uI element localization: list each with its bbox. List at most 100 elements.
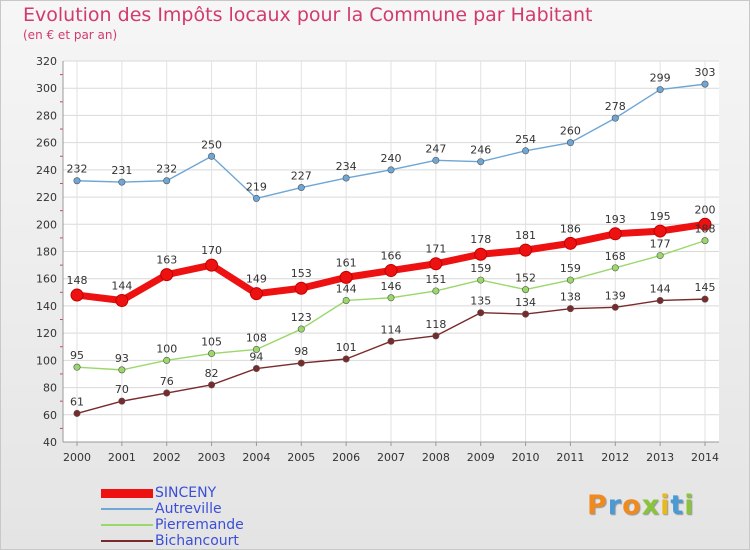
series-point-bichancourt xyxy=(342,355,350,363)
series-point-pierremande xyxy=(611,264,619,272)
data-label: 303 xyxy=(695,66,716,79)
data-label: 101 xyxy=(336,341,357,354)
x-tick-label: 2002 xyxy=(153,451,181,464)
data-label: 170 xyxy=(201,244,222,257)
brand-letter: o xyxy=(622,490,642,521)
data-label: 234 xyxy=(336,160,357,173)
series-point-sinceny xyxy=(653,224,667,238)
data-label: 138 xyxy=(560,291,581,304)
data-label: 144 xyxy=(650,282,671,295)
series-point-pierremande xyxy=(208,350,216,358)
x-tick-label: 2013 xyxy=(646,451,674,464)
data-label: 114 xyxy=(381,323,402,336)
data-label: 108 xyxy=(246,331,267,344)
y-tick-label: 260 xyxy=(36,137,57,150)
series-point-autreville xyxy=(387,166,395,174)
y-tick-label: 40 xyxy=(43,436,57,449)
grid-layer xyxy=(63,60,719,443)
legend-item: Bichancourt xyxy=(101,533,361,549)
y-tick-label: 100 xyxy=(36,354,57,367)
legend-item: SINCENY xyxy=(101,485,361,501)
series-point-pierremande xyxy=(342,296,350,304)
series-point-pierremande xyxy=(656,252,664,260)
data-label: 219 xyxy=(246,180,267,193)
series-point-autreville xyxy=(73,177,81,185)
y-tick-label: 220 xyxy=(36,191,57,204)
brand-letter: t xyxy=(670,490,685,521)
data-label: 98 xyxy=(294,345,308,358)
data-label: 163 xyxy=(156,254,177,267)
series-point-pierremande xyxy=(566,276,574,284)
data-label: 227 xyxy=(291,170,312,183)
y-tick-label: 180 xyxy=(36,246,57,259)
series-point-autreville xyxy=(297,184,305,192)
series-point-bichancourt xyxy=(118,397,126,405)
series-point-pierremande xyxy=(522,286,530,294)
legend-swatch xyxy=(101,508,153,510)
data-label: 118 xyxy=(425,318,446,331)
legend-swatch xyxy=(101,524,153,526)
series-point-pierremande xyxy=(118,366,126,374)
data-label: 186 xyxy=(560,222,581,235)
data-label: 177 xyxy=(650,238,671,251)
data-label: 188 xyxy=(695,223,716,236)
y-tick-label: 280 xyxy=(36,109,57,122)
data-label: 159 xyxy=(560,262,581,275)
series-point-autreville xyxy=(477,158,485,166)
data-label: 95 xyxy=(70,349,84,362)
legend-label: Pierremande xyxy=(155,517,244,533)
data-label: 200 xyxy=(695,203,716,216)
chart-subtitle: (en € et par an) xyxy=(23,28,118,42)
series-point-autreville xyxy=(656,86,664,94)
brand-letter: i xyxy=(660,490,671,521)
x-tick-label: 2000 xyxy=(63,451,91,464)
series-point-pierremande xyxy=(477,276,485,284)
data-label: 152 xyxy=(515,272,536,285)
series-point-bichancourt xyxy=(477,309,485,317)
legend-label: Autreville xyxy=(155,501,222,517)
data-label: 100 xyxy=(156,342,177,355)
series-point-sinceny xyxy=(115,293,129,307)
series-point-bichancourt xyxy=(252,365,260,373)
data-label-layer: 148 144 163 170 149 153 161 166 171 178 181 186 193 1… xyxy=(67,66,716,408)
data-label: 135 xyxy=(470,295,491,308)
data-label: 166 xyxy=(381,250,402,263)
data-label: 61 xyxy=(70,395,84,408)
data-label: 181 xyxy=(515,229,536,242)
series-point-autreville xyxy=(163,177,171,185)
data-label: 149 xyxy=(246,273,267,286)
x-tick-label: 2010 xyxy=(512,451,540,464)
x-tick-label: 2011 xyxy=(556,451,584,464)
series-point-bichancourt xyxy=(656,296,664,304)
series-point-sinceny xyxy=(384,264,398,278)
series-point-sinceny xyxy=(249,287,263,301)
data-label: 146 xyxy=(381,280,402,293)
series-point-sinceny xyxy=(698,217,712,231)
series-point-autreville xyxy=(208,152,216,160)
x-tick-label: 2003 xyxy=(198,451,226,464)
series-point-sinceny xyxy=(294,281,308,295)
legend: SINCENY Autreville Pierremande Bichancourt xyxy=(101,485,361,549)
data-label: 153 xyxy=(291,267,312,280)
legend-item: Autreville xyxy=(101,501,361,517)
series-point-bichancourt xyxy=(297,359,305,367)
series-point-bichancourt xyxy=(208,381,216,389)
data-label: 123 xyxy=(291,311,312,324)
series-point-bichancourt xyxy=(611,303,619,311)
series-point-sinceny xyxy=(70,288,84,302)
data-label: 168 xyxy=(605,250,626,263)
brand-letter: P xyxy=(587,490,608,521)
series-point-bichancourt xyxy=(701,295,709,303)
data-label: 195 xyxy=(650,210,671,223)
data-label: 299 xyxy=(650,72,671,85)
data-label: 178 xyxy=(470,233,491,246)
y-tick-label: 240 xyxy=(36,164,57,177)
series-point-bichancourt xyxy=(566,305,574,313)
x-tick-label: 2014 xyxy=(691,451,719,464)
series-point-autreville xyxy=(611,114,619,122)
data-label: 161 xyxy=(336,256,357,269)
series-layer xyxy=(70,80,712,417)
y-tick-label: 320 xyxy=(36,55,57,68)
